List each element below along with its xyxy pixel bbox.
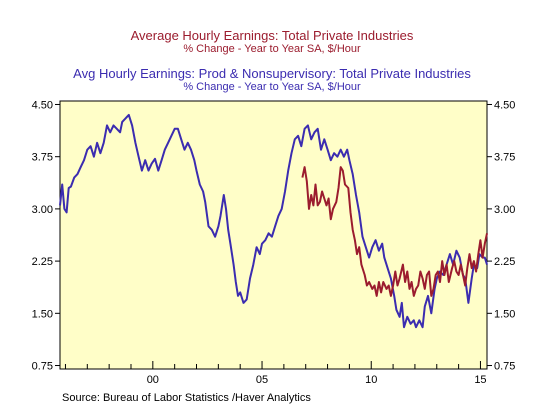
y-tick-label-right: 3.75	[494, 152, 515, 164]
x-tick-label: 00	[147, 374, 159, 386]
y-tick-label-right: 4.50	[494, 99, 515, 111]
y-tick-label-left: 1.50	[32, 308, 53, 320]
title-2-line-2: % Change - Year to Year SA, $/Hour	[183, 81, 361, 93]
x-tick-label: 10	[365, 374, 377, 386]
y-axis-right: 4.50 3.75 3.00 2.25 1.50 0.75	[487, 99, 515, 373]
y-tick-label-left: 4.50	[32, 99, 53, 111]
title-1-line-1: Average Hourly Earnings: Total Private I…	[131, 28, 414, 43]
source-note: Source: Bureau of Labor Statistics /Have…	[62, 392, 311, 404]
y-tick-label-right: 0.75	[494, 361, 515, 373]
title-2-line-1: Avg Hourly Earnings: Prod & Nonsuperviso…	[73, 66, 471, 81]
series-line-2	[301, 166, 488, 297]
x-axis: 00 05 10 15	[64, 361, 487, 386]
series-line-1	[59, 113, 488, 329]
y-tick-label-right: 3.00	[494, 204, 515, 216]
series-layer	[59, 113, 488, 329]
title-1-line-2: % Change - Year to Year SA, $/Hour	[183, 43, 361, 55]
y-tick-label-right: 1.50	[494, 308, 515, 320]
y-tick-label-right: 2.25	[494, 256, 515, 268]
x-tick-label: 05	[256, 374, 268, 386]
y-tick-label-left: 3.75	[32, 152, 53, 164]
plot-area	[59, 100, 488, 370]
x-tick-label: 15	[474, 374, 486, 386]
y-axis-left: 4.50 3.75 3.00 2.25 1.50 0.75	[32, 99, 60, 373]
y-tick-label-left: 3.00	[32, 204, 53, 216]
y-tick-label-left: 0.75	[32, 361, 53, 373]
y-tick-label-left: 2.25	[32, 256, 53, 268]
